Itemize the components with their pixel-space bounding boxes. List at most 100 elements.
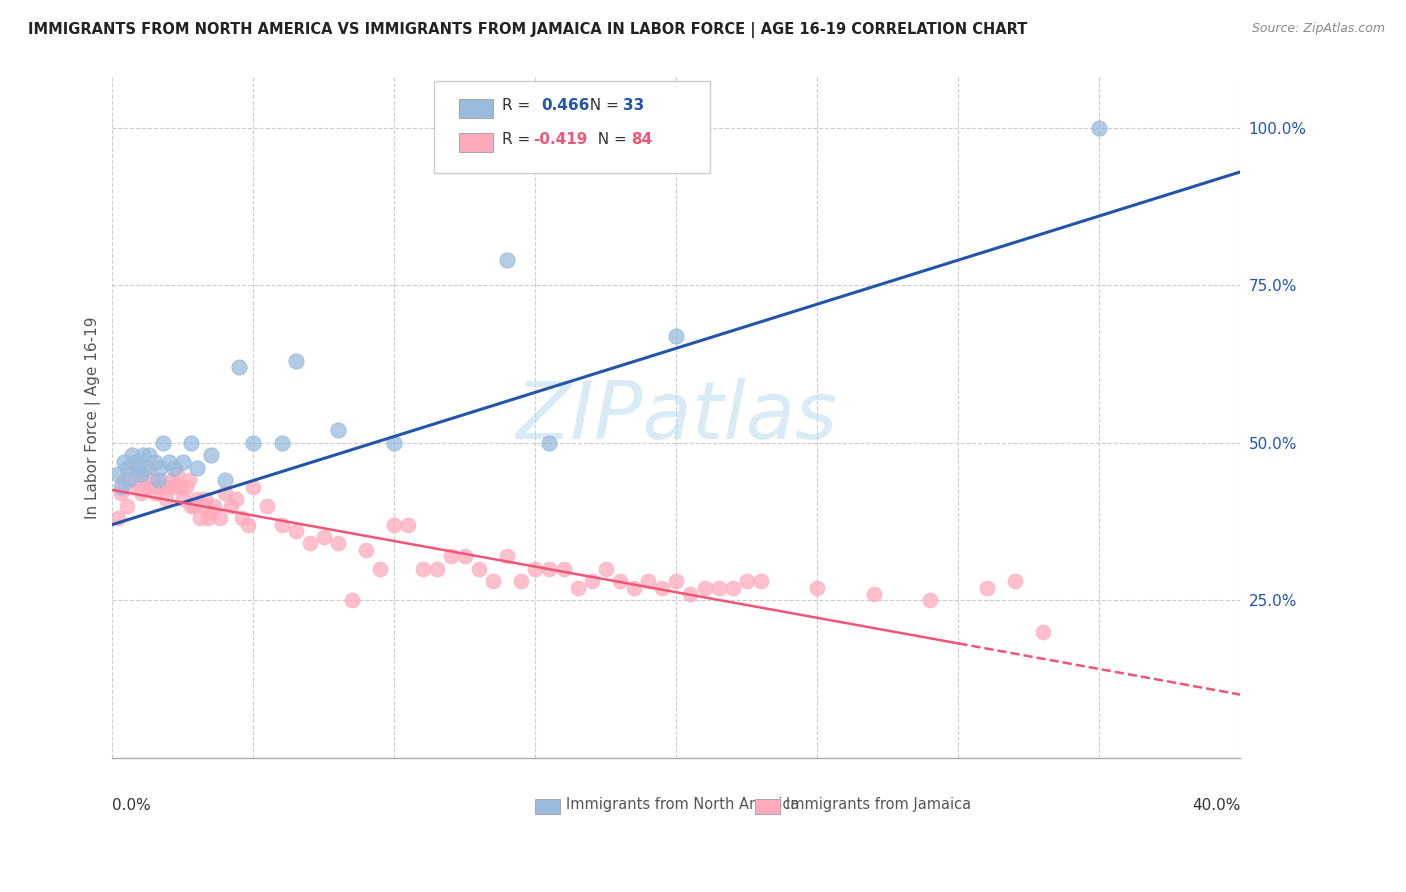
Point xyxy=(180,499,202,513)
Point xyxy=(107,467,129,482)
Point xyxy=(496,253,519,268)
Point xyxy=(368,561,391,575)
Point xyxy=(118,474,141,488)
Point xyxy=(326,536,349,550)
Text: 0.0%: 0.0% xyxy=(112,798,152,814)
Text: N =: N = xyxy=(581,98,624,112)
Point xyxy=(651,581,673,595)
Point xyxy=(127,467,149,482)
Point xyxy=(256,499,278,513)
Point xyxy=(468,561,491,575)
Text: Immigrants from North America: Immigrants from North America xyxy=(565,797,800,812)
Point xyxy=(214,486,236,500)
Point xyxy=(183,499,205,513)
Point xyxy=(138,461,160,475)
Point xyxy=(214,474,236,488)
Point xyxy=(149,461,172,475)
Point xyxy=(174,480,197,494)
Point xyxy=(202,499,225,513)
Point xyxy=(219,499,242,513)
Point xyxy=(426,561,449,575)
FancyBboxPatch shape xyxy=(458,99,492,119)
Point xyxy=(135,480,157,494)
Point xyxy=(284,524,307,538)
Point xyxy=(665,574,688,589)
Point xyxy=(340,593,363,607)
Point xyxy=(354,542,377,557)
Point xyxy=(121,448,143,462)
Point xyxy=(152,435,174,450)
Point xyxy=(132,448,155,462)
Point xyxy=(595,561,617,575)
Point xyxy=(567,581,589,595)
Point xyxy=(440,549,463,563)
Point xyxy=(538,435,561,450)
Point xyxy=(155,492,177,507)
Point xyxy=(707,581,730,595)
Point xyxy=(665,328,688,343)
FancyBboxPatch shape xyxy=(458,133,492,153)
Point xyxy=(384,435,406,450)
Point xyxy=(129,467,152,482)
Point xyxy=(623,581,645,595)
Point xyxy=(166,467,188,482)
Point xyxy=(208,511,231,525)
Point xyxy=(270,517,292,532)
Point xyxy=(141,474,163,488)
Point xyxy=(169,480,191,494)
Point xyxy=(107,511,129,525)
Point xyxy=(146,480,169,494)
Point xyxy=(172,492,194,507)
Point xyxy=(143,486,166,500)
Point xyxy=(1088,120,1111,135)
Point xyxy=(127,461,149,475)
Point xyxy=(157,480,180,494)
Point xyxy=(112,454,135,468)
FancyBboxPatch shape xyxy=(755,799,780,814)
Text: 0.466: 0.466 xyxy=(541,98,589,112)
Point xyxy=(510,574,533,589)
Point xyxy=(124,474,146,488)
Text: R =: R = xyxy=(502,98,540,112)
Point xyxy=(806,581,828,595)
Point xyxy=(186,492,208,507)
Text: 33: 33 xyxy=(623,98,644,112)
Point xyxy=(225,492,247,507)
Text: 84: 84 xyxy=(631,132,652,147)
Point xyxy=(693,581,716,595)
Point xyxy=(118,480,141,494)
Point xyxy=(146,474,169,488)
Point xyxy=(609,574,631,589)
Point xyxy=(138,448,160,462)
Point xyxy=(180,435,202,450)
Point xyxy=(454,549,477,563)
Point xyxy=(177,474,200,488)
Point xyxy=(496,549,519,563)
Point xyxy=(110,486,132,500)
Point xyxy=(163,461,186,475)
Point xyxy=(115,499,138,513)
Text: Source: ZipAtlas.com: Source: ZipAtlas.com xyxy=(1251,22,1385,36)
Point xyxy=(920,593,942,607)
Point xyxy=(312,530,335,544)
Point xyxy=(1004,574,1026,589)
Point xyxy=(135,461,157,475)
Text: 40.0%: 40.0% xyxy=(1192,798,1240,814)
Point xyxy=(976,581,998,595)
Point xyxy=(398,517,420,532)
Point xyxy=(735,574,758,589)
Point xyxy=(524,561,547,575)
Point xyxy=(186,461,208,475)
Point xyxy=(270,435,292,450)
Point xyxy=(157,454,180,468)
Text: Immigrants from Jamaica: Immigrants from Jamaica xyxy=(786,797,972,812)
Point xyxy=(188,511,211,525)
Text: R =: R = xyxy=(502,132,534,147)
Point xyxy=(132,474,155,488)
Y-axis label: In Labor Force | Age 16-19: In Labor Force | Age 16-19 xyxy=(86,317,101,519)
Point xyxy=(721,581,744,595)
Point xyxy=(298,536,321,550)
Point xyxy=(231,511,253,525)
Point xyxy=(149,474,172,488)
Point xyxy=(679,587,702,601)
